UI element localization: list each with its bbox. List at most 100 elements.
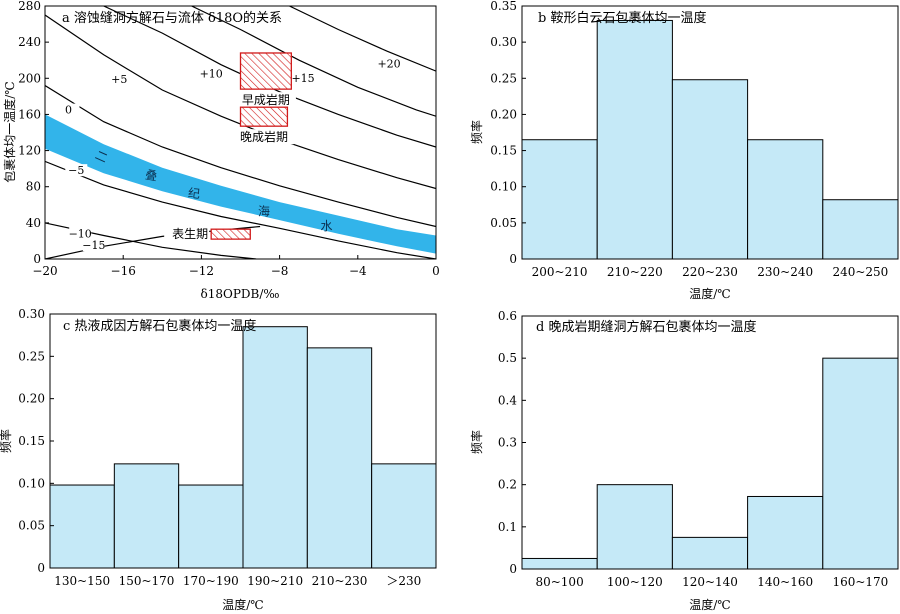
- histogram-bar: [747, 495, 824, 570]
- y-tick-label: 0.30: [490, 35, 517, 49]
- contour-label: +10: [200, 67, 223, 80]
- y-tick-label: 80: [26, 180, 41, 194]
- contour-label-bg: [378, 57, 401, 70]
- category-label: 230~240: [757, 265, 813, 279]
- contour-label-bg: [57, 103, 80, 116]
- y-tick-label: 0.35: [490, 0, 517, 13]
- stage-label: 表生期: [172, 227, 208, 241]
- panel-d-title: d 晚成岩期缝洞方解石包裹体均一温度: [536, 319, 756, 335]
- stage-box: [239, 52, 292, 90]
- y-tick-label: 0.05: [18, 519, 45, 533]
- x-tick-label: 0: [432, 264, 440, 278]
- category-label: 200~210: [532, 265, 588, 279]
- panel-a-ticks: −20 −16 −12 −8 −4 0 0 40 80 120 160 200 240 280: [18, 0, 440, 278]
- category-label: 210~230: [312, 574, 368, 588]
- y-tick-label: 0.15: [18, 434, 45, 448]
- histogram-bar: [671, 79, 749, 260]
- contour-label-bg: [292, 71, 315, 84]
- contour-label: +5: [111, 73, 127, 86]
- panel-a-title: a 溶蚀缝洞方解石与流体 δ18O的关系: [62, 10, 282, 26]
- contour-label: +20: [377, 58, 400, 71]
- stage-label-bg: [233, 129, 294, 145]
- panel-c-bars: [49, 326, 437, 569]
- histogram-bar: [49, 484, 115, 569]
- panel-a-ylabel: 包裹体均一温度/℃: [2, 81, 17, 182]
- stage-label-bg: [164, 226, 210, 241]
- contour-line: [45, 84, 436, 228]
- histogram-bar: [178, 484, 244, 569]
- y-tick-label: 0.25: [18, 349, 45, 363]
- histogram-bar: [521, 139, 598, 260]
- category-label: 140~160: [757, 575, 813, 589]
- category-label: 190~210: [247, 574, 303, 588]
- y-tick-label: 280: [18, 0, 41, 13]
- seawater-label-char: 纪: [187, 186, 200, 201]
- panel-d-xlabel: 温度/℃: [689, 597, 730, 612]
- histogram-bar: [596, 19, 673, 260]
- histogram-bar: [747, 139, 824, 260]
- y-tick-label: 160: [18, 107, 41, 121]
- x-tick-label: −16: [111, 264, 136, 278]
- category-label: ＞230: [386, 574, 421, 588]
- y-tick-label: 0.05: [490, 216, 517, 230]
- stage-label: 早成岩期: [242, 92, 290, 107]
- y-tick-label: 0.20: [18, 392, 45, 406]
- y-tick-label: 120: [18, 144, 41, 158]
- contour-line: [289, 6, 436, 72]
- histogram-bar: [306, 347, 373, 569]
- histogram-bar: [822, 199, 899, 260]
- x-tick-label: −4: [349, 264, 367, 278]
- y-tick-label: 40: [26, 216, 41, 230]
- category-label: 220~230: [682, 265, 738, 279]
- panel-d: 80~100 100~120 120~140 140~160 160~170 0 0.1 0.…: [469, 309, 899, 612]
- category-label: 160~170: [832, 575, 888, 589]
- panel-b-xlabel: 温度/℃: [689, 286, 730, 301]
- seawater-label-char: 叠: [144, 168, 158, 184]
- panel-d-ylabel: 频率: [469, 430, 484, 454]
- stage-label: 晚成岩期: [240, 129, 288, 144]
- category-label: 150~170: [119, 574, 175, 588]
- panel-a-xlabel: δ18OPDB/‰: [201, 287, 280, 301]
- panel-b-bars: [521, 19, 899, 260]
- contour-layer: −15−10 −5 0 +5 +10 +15 +20: [45, 6, 436, 259]
- y-tick-label: 0: [37, 561, 45, 575]
- histogram-bar: [822, 357, 899, 570]
- y-tick-label: 0.20: [490, 107, 517, 121]
- seawater-label-char: 水: [321, 219, 333, 233]
- contour-label-bg: [65, 164, 88, 177]
- contour-label-bg: [69, 227, 92, 240]
- category-label: 210~220: [607, 265, 663, 279]
- contour-line: [103, 6, 436, 148]
- y-tick-label: 0.6: [498, 309, 517, 323]
- seawater-label-char: 海: [258, 204, 270, 219]
- category-label: 100~120: [607, 575, 663, 589]
- panel-c-title: c 热液成因方解石包裹体均一温度: [63, 318, 256, 334]
- panel-b-frame: [521, 5, 899, 260]
- stage-box: [210, 228, 251, 240]
- histogram-bar: [671, 536, 749, 570]
- y-tick-label: 0.5: [498, 351, 517, 365]
- contour-label: 0: [65, 104, 72, 117]
- y-tick-label: 0.25: [490, 71, 517, 85]
- contour-line: [45, 160, 436, 259]
- contour-label: +15: [291, 72, 314, 85]
- y-tick-label: 0: [509, 562, 517, 576]
- y-tick-label: 0.3: [498, 436, 517, 450]
- contour-label-bg: [200, 67, 223, 80]
- y-tick-label: 240: [18, 35, 41, 49]
- contour-label: −15: [82, 239, 105, 252]
- histogram-bar: [242, 326, 308, 569]
- contour-label-bg: [82, 239, 105, 252]
- y-tick-label: 0.15: [490, 144, 517, 158]
- seawater-label-char: 二: [93, 148, 110, 166]
- histogram-bar: [371, 463, 437, 569]
- panel-b-title: b 鞍形白云石包裹体均一温度: [538, 10, 706, 26]
- y-tick-label: 0.4: [498, 393, 517, 407]
- y-tick-label: 0.10: [490, 180, 517, 194]
- y-tick-label: 0: [33, 252, 41, 266]
- x-tick-label: −12: [189, 264, 214, 278]
